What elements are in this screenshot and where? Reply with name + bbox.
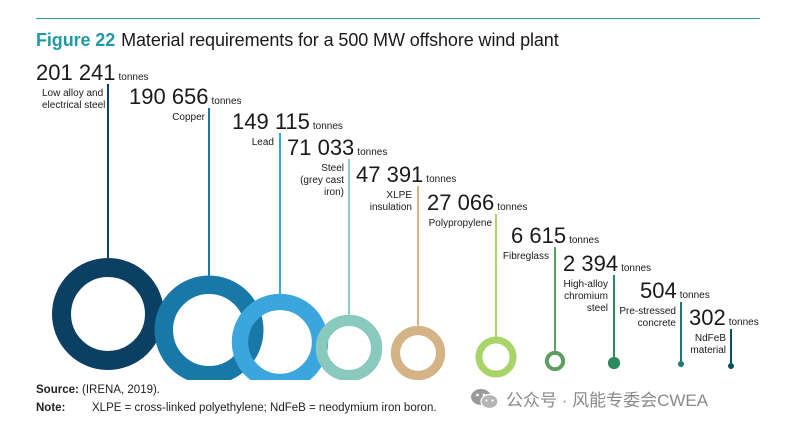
value-number: 6 615 xyxy=(511,223,566,248)
value-unit: tonnes xyxy=(497,202,527,213)
value-unit: tonnes xyxy=(212,96,242,107)
category-label: NdFeB xyxy=(695,333,726,344)
category-label: Lead xyxy=(252,137,274,148)
note-line: Note: XLPE = cross-linked polyethylene; N… xyxy=(36,402,437,414)
category-label: XLPE xyxy=(386,190,412,201)
note-text: XLPE = cross-linked polyethylene; NdFeB … xyxy=(92,402,437,414)
category-label: Low alloy and xyxy=(42,88,103,99)
value-unit: tonnes xyxy=(119,72,149,83)
value-number: 47 391 xyxy=(356,162,423,187)
figure-title-text: Material requirements for a 500 MW offsh… xyxy=(121,30,559,50)
value-label: 71 033 tonnes xyxy=(287,135,387,160)
category-label: (grey cast xyxy=(300,175,344,186)
value-number: 201 241 xyxy=(36,60,116,85)
value-number: 190 656 xyxy=(129,84,209,109)
value-number: 302 xyxy=(689,305,726,330)
value-number: 27 066 xyxy=(427,190,494,215)
category-label: electrical steel xyxy=(42,100,105,111)
value-number: 2 394 xyxy=(563,251,618,276)
category-label: Fibreglass xyxy=(503,251,549,262)
top-rule xyxy=(36,18,760,19)
value-label: 504 tonnes xyxy=(640,278,710,303)
value-label: 201 241 tonnes xyxy=(36,60,149,85)
category-label: Pre-stressed xyxy=(619,306,676,317)
value-label: 190 656 tonnes xyxy=(129,84,242,109)
value-number: 149 115 xyxy=(232,109,310,134)
value-unit: tonnes xyxy=(729,317,759,328)
figure-title: Figure 22 Material requirements for a 500… xyxy=(36,30,559,51)
bubble-ring xyxy=(52,257,164,370)
bubble-ring xyxy=(154,275,264,380)
category-label: iron) xyxy=(324,187,344,198)
bubble-ring xyxy=(315,314,383,380)
value-unit: tonnes xyxy=(313,121,343,132)
category-label: Steel xyxy=(321,163,344,174)
value-label: 27 066 tonnes xyxy=(427,190,527,215)
bubble-ring xyxy=(390,325,446,380)
source-line: Source: (IRENA, 2019). xyxy=(36,384,160,396)
value-number: 71 033 xyxy=(287,135,354,160)
category-label: Polypropylene xyxy=(429,218,493,229)
value-label: 149 115 tonnes xyxy=(232,109,343,134)
bubble-dot xyxy=(678,361,684,367)
value-label: 2 394 tonnes xyxy=(563,251,651,276)
note-label: Note: xyxy=(36,402,66,414)
category-label: Copper xyxy=(172,112,205,123)
value-unit: tonnes xyxy=(357,147,387,158)
category-label: insulation xyxy=(370,202,412,213)
category-label: material xyxy=(690,345,726,356)
bubble-dot xyxy=(728,363,734,369)
value-unit: tonnes xyxy=(569,235,599,246)
value-label: 47 391 tonnes xyxy=(356,162,456,187)
watermark: 公众号 · 风能专委会CWEA xyxy=(470,386,708,411)
category-label: chromium xyxy=(564,291,608,302)
value-label: 6 615 tonnes xyxy=(511,223,599,248)
category-label: steel xyxy=(587,303,608,314)
value-number: 504 xyxy=(640,278,677,303)
source-text: (IRENA, 2019). xyxy=(82,384,161,396)
value-label: 302 tonnes xyxy=(689,305,759,330)
source-label: Source: xyxy=(36,384,79,396)
category-label: High-alloy xyxy=(564,279,608,290)
bubble-dot xyxy=(607,356,621,370)
value-unit: tonnes xyxy=(621,263,651,274)
value-unit: tonnes xyxy=(680,290,710,301)
value-unit: tonnes xyxy=(426,174,456,185)
figure-label: Figure 22 xyxy=(36,30,116,50)
bubble-ring xyxy=(475,336,517,378)
wechat-icon xyxy=(470,387,500,411)
category-label: concrete xyxy=(638,318,677,329)
watermark-text: 公众号 · 风能专委会CWEA xyxy=(506,391,709,410)
bubble-ring xyxy=(544,350,566,372)
